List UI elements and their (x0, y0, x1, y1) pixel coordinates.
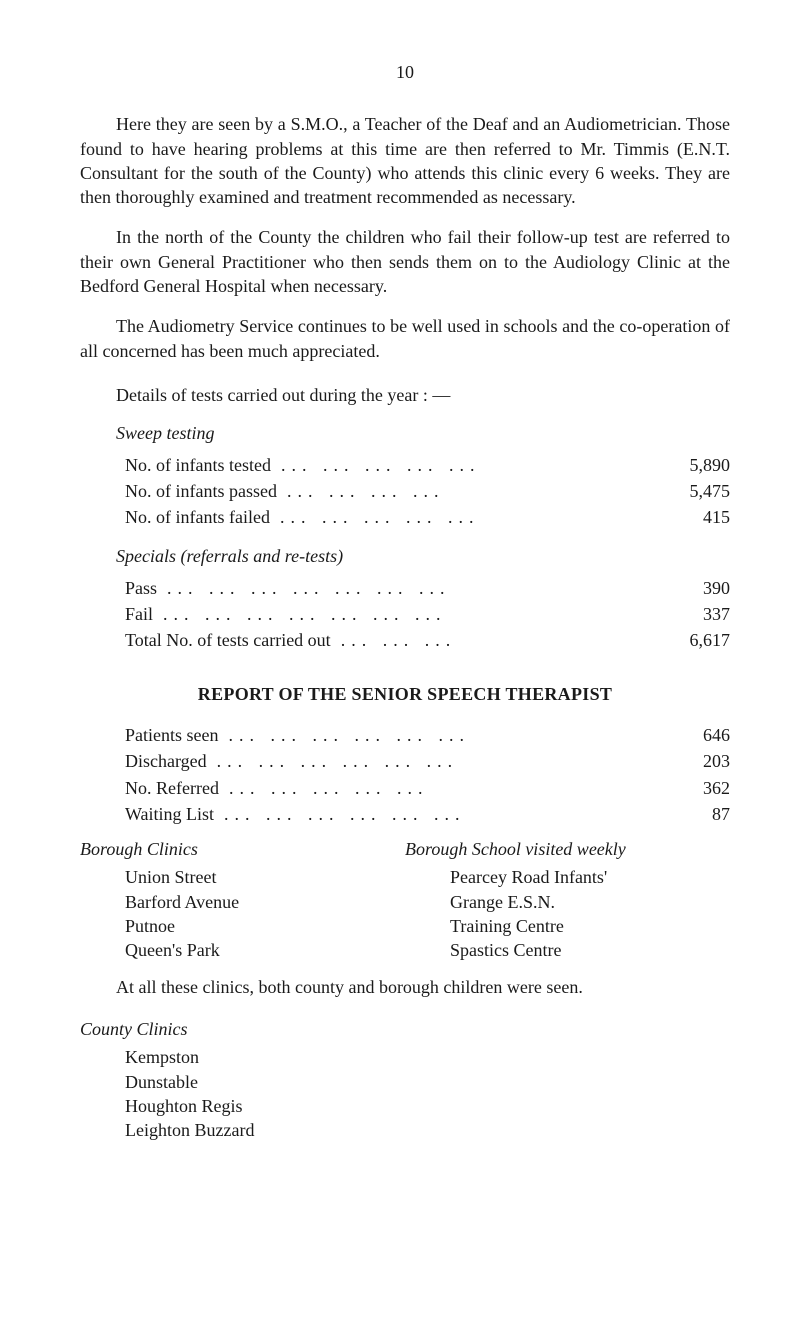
details-lead: Details of tests carried out during the … (80, 383, 730, 407)
list-item: Spastics Centre (405, 938, 730, 962)
table-row: Patients seen ... ... ... ... ... ... 64… (80, 722, 730, 748)
list-item: Putnoe (80, 914, 405, 938)
sweep-heading: Sweep testing (80, 421, 730, 445)
stat-value: 5,475 (613, 478, 730, 504)
table-row: Total No. of tests carried out ... ... .… (80, 627, 730, 653)
leader-dots: ... ... ... ... ... ... (218, 723, 613, 747)
borough-right: Borough School visited weekly Pearcey Ro… (405, 837, 730, 962)
stat-value: 390 (613, 575, 730, 601)
stat-value: 337 (613, 601, 730, 627)
borough-columns: Borough Clinics Union Street Barford Ave… (80, 837, 730, 962)
list-item: Pearcey Road Infants' (405, 865, 730, 889)
sweep-table: No. of infants tested ... ... ... ... ..… (80, 452, 730, 531)
specials-heading: Specials (referrals and re-tests) (80, 544, 730, 568)
list-item: Barford Avenue (80, 890, 405, 914)
leader-dots: ... ... ... ... ... ... ... (157, 576, 613, 600)
stat-label: No. Referred (125, 776, 219, 800)
table-row: No. of infants failed ... ... ... ... ..… (80, 504, 730, 530)
paragraph-2: In the north of the County the children … (80, 225, 730, 298)
borough-left-head: Borough Clinics (80, 837, 405, 861)
stat-label: No. of infants passed (125, 479, 277, 503)
report-heading: REPORT OF THE SENIOR SPEECH THERAPIST (80, 682, 730, 706)
specials-table: Pass ... ... ... ... ... ... ... 390 Fai… (80, 575, 730, 654)
borough-left: Borough Clinics Union Street Barford Ave… (80, 837, 405, 962)
stat-label: No. of infants tested (125, 453, 271, 477)
stat-label: Discharged (125, 749, 207, 773)
stat-label: Pass (125, 576, 157, 600)
county-head: County Clinics (80, 1017, 730, 1041)
table-row: No. Referred ... ... ... ... ... 362 (80, 775, 730, 801)
list-item: Queen's Park (80, 938, 405, 962)
list-item: Kempston (80, 1045, 730, 1069)
leader-dots: ... ... ... ... ... ... (207, 749, 613, 773)
stat-label: No. of infants failed (125, 505, 270, 529)
page-number: 10 (80, 60, 730, 84)
stat-label: Fail (125, 602, 153, 626)
table-row: Discharged ... ... ... ... ... ... 203 (80, 748, 730, 774)
stat-label: Patients seen (125, 723, 218, 747)
stat-value: 646 (613, 722, 730, 748)
paragraph-1: Here they are seen by a S.M.O., a Teache… (80, 112, 730, 209)
leader-dots: ... ... ... ... ... (270, 505, 613, 529)
list-item: Training Centre (405, 914, 730, 938)
stat-value: 203 (613, 748, 730, 774)
stat-value: 87 (613, 801, 730, 827)
leader-dots: ... ... ... ... ... ... ... (153, 602, 613, 626)
borough-closing: At all these clinics, both county and bo… (80, 975, 730, 999)
table-row: Pass ... ... ... ... ... ... ... 390 (80, 575, 730, 601)
report-table: Patients seen ... ... ... ... ... ... 64… (80, 722, 730, 827)
stat-value: 5,890 (613, 452, 730, 478)
county-block: County Clinics Kempston Dunstable Hought… (80, 1017, 730, 1142)
list-item: Leighton Buzzard (80, 1118, 730, 1142)
leader-dots: ... ... ... ... ... (219, 776, 613, 800)
list-item: Dunstable (80, 1070, 730, 1094)
borough-right-head: Borough School visited weekly (405, 837, 730, 861)
paragraph-3: The Audiometry Service continues to be w… (80, 314, 730, 363)
table-row: Waiting List ... ... ... ... ... ... 87 (80, 801, 730, 827)
leader-dots: ... ... ... ... (277, 479, 613, 503)
table-row: Fail ... ... ... ... ... ... ... 337 (80, 601, 730, 627)
leader-dots: ... ... ... (331, 628, 613, 652)
leader-dots: ... ... ... ... ... ... (214, 802, 613, 826)
stat-label: Waiting List (125, 802, 214, 826)
stat-value: 415 (613, 504, 730, 530)
list-item: Houghton Regis (80, 1094, 730, 1118)
leader-dots: ... ... ... ... ... (271, 453, 613, 477)
table-row: No. of infants tested ... ... ... ... ..… (80, 452, 730, 478)
table-row: No. of infants passed ... ... ... ... 5,… (80, 478, 730, 504)
stat-label: Total No. of tests carried out (125, 628, 331, 652)
stat-value: 6,617 (613, 627, 730, 653)
stat-value: 362 (613, 775, 730, 801)
page: 10 Here they are seen by a S.M.O., a Tea… (0, 0, 800, 1202)
list-item: Grange E.S.N. (405, 890, 730, 914)
list-item: Union Street (80, 865, 405, 889)
